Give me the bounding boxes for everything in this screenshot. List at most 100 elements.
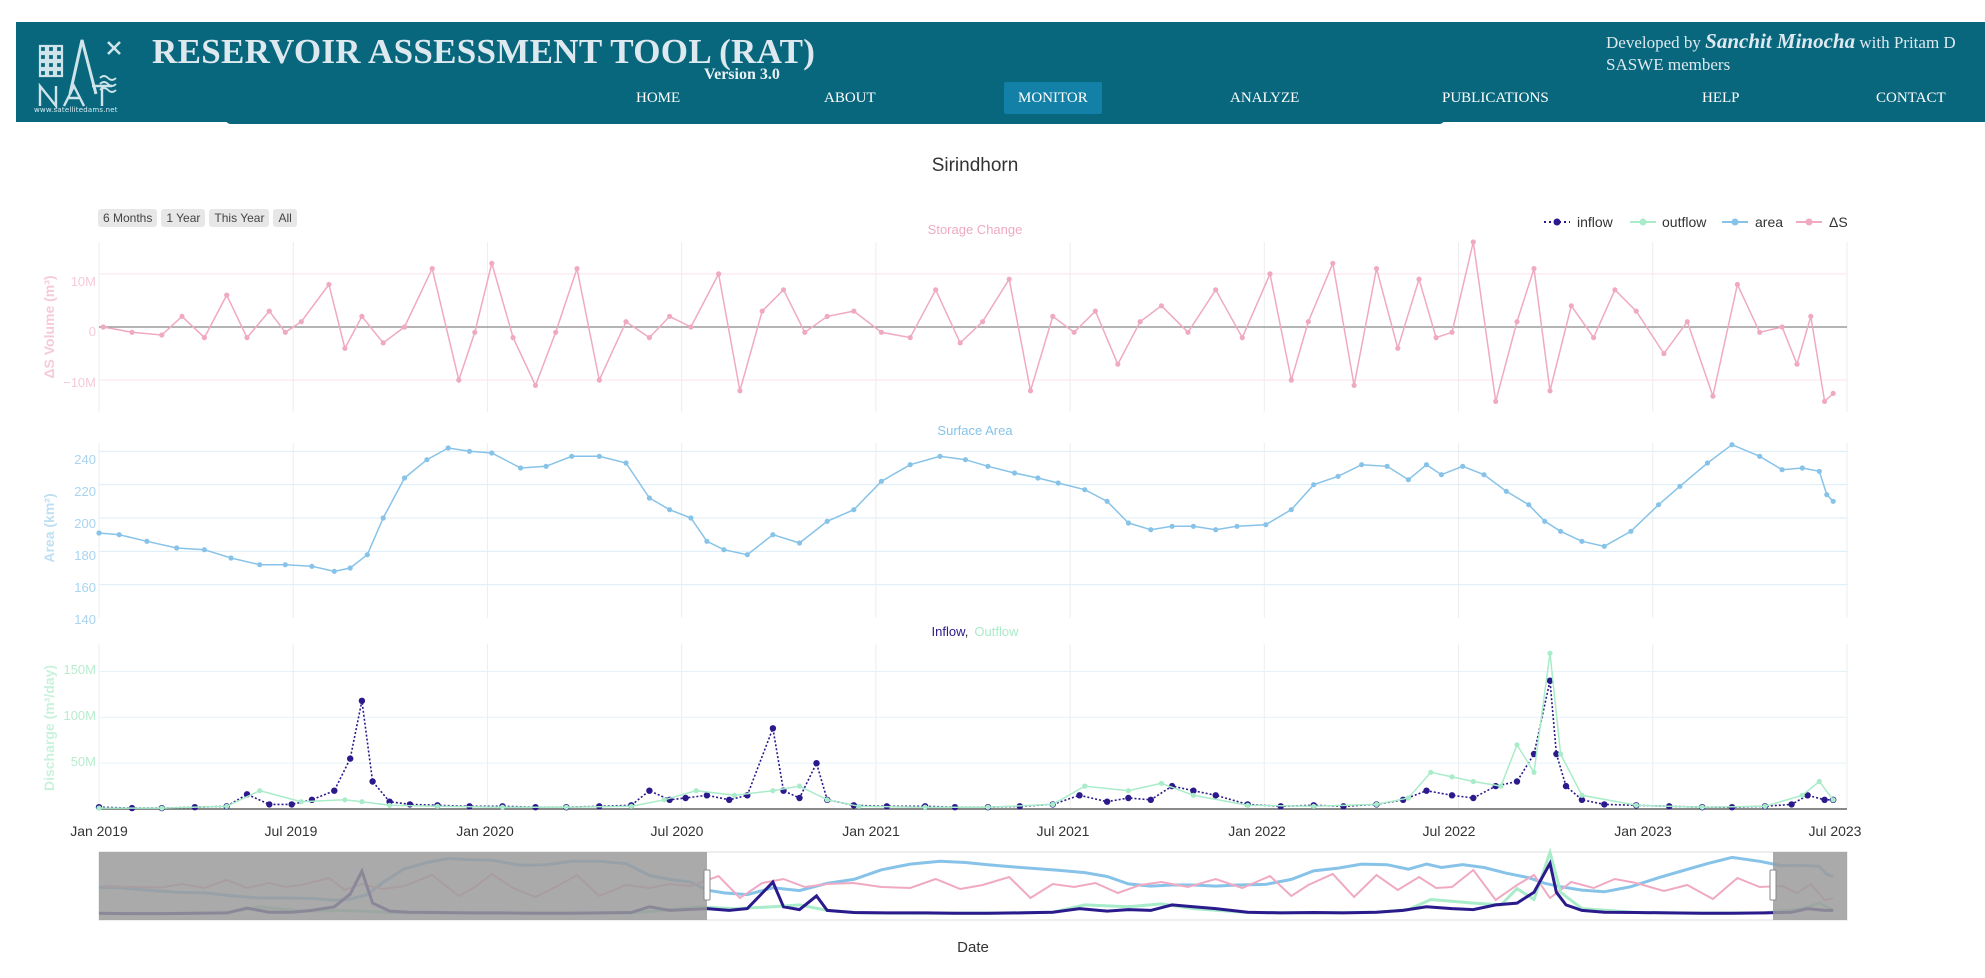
area-point[interactable] xyxy=(309,563,315,569)
area-point[interactable] xyxy=(907,462,913,468)
chart-svg[interactable]: Sirindhorn inflow outflow area ΔS xyxy=(0,130,1985,974)
range-this-year-button[interactable]: This Year xyxy=(209,209,270,227)
area-point[interactable] xyxy=(1082,487,1088,493)
area-point[interactable] xyxy=(1148,527,1154,533)
inflow-point[interactable] xyxy=(703,792,711,799)
nav-help[interactable]: HELP xyxy=(1702,90,1740,106)
outflow-point[interactable] xyxy=(1311,803,1317,809)
area-point[interactable] xyxy=(985,463,991,469)
outflow-point[interactable] xyxy=(1428,769,1434,775)
area-point[interactable] xyxy=(1542,518,1548,524)
outflow-point[interactable] xyxy=(1762,803,1768,809)
area-point[interactable] xyxy=(201,547,207,553)
outflow-point[interactable] xyxy=(159,805,165,811)
ds-point[interactable] xyxy=(907,335,913,341)
outflow-point[interactable] xyxy=(1190,792,1196,798)
ds-point[interactable] xyxy=(129,329,135,335)
outflow-point[interactable] xyxy=(298,799,304,805)
area-point[interactable] xyxy=(1729,442,1735,448)
nav-home[interactable]: HOME xyxy=(636,90,681,106)
area-point[interactable] xyxy=(1359,462,1365,468)
ds-point[interactable] xyxy=(1633,308,1639,314)
inflow-point[interactable] xyxy=(288,801,295,808)
ds-point[interactable] xyxy=(298,319,304,325)
inflow-point[interactable] xyxy=(1423,787,1430,794)
ds-point[interactable] xyxy=(326,281,332,288)
ds-point[interactable] xyxy=(1684,319,1690,325)
area-point[interactable] xyxy=(445,445,451,451)
area-point[interactable] xyxy=(489,450,495,456)
ds-point[interactable] xyxy=(1514,319,1520,325)
area-point[interactable] xyxy=(962,457,969,463)
outflow-point[interactable] xyxy=(1633,802,1639,808)
nav-publications[interactable]: PUBLICATIONS xyxy=(1442,90,1549,106)
area-point[interactable] xyxy=(1799,465,1805,471)
outflow-point[interactable] xyxy=(1373,801,1380,808)
ds-point[interactable] xyxy=(1006,276,1012,282)
ds-point[interactable] xyxy=(1213,287,1219,293)
area-point[interactable] xyxy=(282,562,288,568)
area-point[interactable] xyxy=(1263,522,1269,528)
area-point[interactable] xyxy=(1526,502,1532,508)
area-point[interactable] xyxy=(174,545,180,551)
inflow-point[interactable] xyxy=(1601,801,1608,808)
area-point[interactable] xyxy=(1288,507,1294,513)
inflow-point[interactable] xyxy=(1821,796,1828,803)
outflow-point[interactable] xyxy=(1158,780,1164,786)
ds-point[interactable] xyxy=(851,308,857,314)
legend-entry-inflow[interactable]: inflow xyxy=(1544,214,1614,230)
ds-point[interactable] xyxy=(1395,345,1401,351)
area-point[interactable] xyxy=(1656,502,1662,508)
outflow-point[interactable] xyxy=(1547,650,1553,656)
outflow-point[interactable] xyxy=(1405,795,1411,801)
inflow-point[interactable] xyxy=(331,787,338,794)
ds-point[interactable] xyxy=(1822,398,1828,404)
ds-point[interactable] xyxy=(401,324,408,330)
area-point[interactable] xyxy=(1011,470,1018,476)
ds-point[interactable] xyxy=(716,271,722,277)
area-point[interactable] xyxy=(623,460,629,466)
chart-legend[interactable]: inflow outflow area ΔS xyxy=(1544,214,1848,230)
area-point[interactable] xyxy=(1830,498,1836,504)
ds-point[interactable] xyxy=(224,292,230,298)
outflow-point[interactable] xyxy=(770,788,776,794)
ds-point[interactable] xyxy=(201,335,207,341)
area-point[interactable] xyxy=(1816,468,1822,474)
outflow-point[interactable] xyxy=(856,803,862,809)
ds-point[interactable] xyxy=(1137,319,1143,325)
area-point[interactable] xyxy=(824,518,830,524)
ds-point[interactable] xyxy=(1092,308,1098,314)
ds-point[interactable] xyxy=(1794,361,1800,367)
inflow-point[interactable] xyxy=(1076,792,1083,799)
outflow-point[interactable] xyxy=(922,804,928,810)
ds-point[interactable] xyxy=(957,340,963,346)
area-point[interactable] xyxy=(1213,527,1219,533)
area-point[interactable] xyxy=(688,515,694,521)
rat-logo-icon[interactable] xyxy=(34,34,144,118)
area-point[interactable] xyxy=(596,453,602,459)
inflow-point[interactable] xyxy=(1103,798,1111,805)
ds-point[interactable] xyxy=(1351,382,1357,388)
ds-point[interactable] xyxy=(456,377,462,383)
inflow-point[interactable] xyxy=(1578,796,1586,803)
area-point[interactable] xyxy=(1104,498,1110,504)
area-point[interactable] xyxy=(796,540,803,546)
area-point[interactable] xyxy=(380,515,386,521)
ds-point[interactable] xyxy=(282,329,288,335)
area-point[interactable] xyxy=(1460,463,1466,469)
area-point[interactable] xyxy=(851,507,857,513)
inflow-point[interactable] xyxy=(726,796,733,803)
ds-point[interactable] xyxy=(1239,335,1245,341)
ds-series-line[interactable] xyxy=(103,241,1834,403)
range-all-button[interactable]: All xyxy=(273,209,297,227)
inflow-point[interactable] xyxy=(406,801,414,808)
inflow-point[interactable] xyxy=(1513,778,1521,785)
area-point[interactable] xyxy=(1335,473,1341,479)
range-1-year-button[interactable]: 1 Year xyxy=(161,209,206,227)
outflow-point[interactable] xyxy=(1558,751,1564,757)
ds-point[interactable] xyxy=(179,313,185,319)
ds-point[interactable] xyxy=(472,329,478,335)
area-point[interactable] xyxy=(646,495,653,501)
nav-contact[interactable]: CONTACT xyxy=(1876,90,1946,106)
area-point[interactable] xyxy=(1481,472,1487,478)
